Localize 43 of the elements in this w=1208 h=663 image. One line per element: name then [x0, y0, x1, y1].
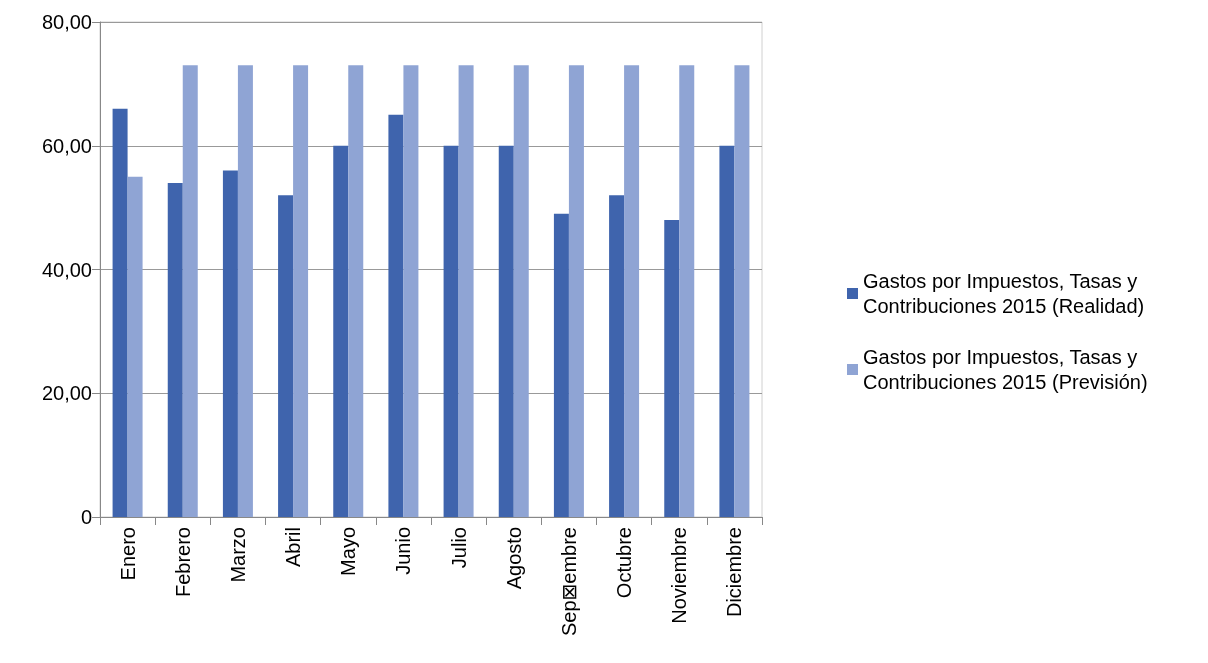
y-tick-label: 40,00 [41, 258, 92, 281]
x-tick-label: Sep⊠embre [557, 527, 580, 637]
bar [624, 65, 640, 517]
bar [568, 65, 584, 517]
bar [609, 195, 625, 517]
bar [167, 182, 183, 517]
bar [278, 195, 294, 517]
bar [403, 65, 419, 517]
x-tick-label: Abril [282, 527, 305, 568]
x-tick-label: Octubre [613, 527, 636, 599]
x-tick-label: Noviembre [668, 527, 691, 624]
x-tick-label: Julio [447, 527, 470, 569]
x-tick-label: Marzo [226, 527, 249, 583]
bar [679, 65, 695, 517]
bar [293, 65, 309, 517]
x-tick-label: Diciembre [723, 527, 746, 618]
bar [664, 220, 680, 517]
y-tick-label: 0 [80, 506, 92, 528]
bar [734, 65, 750, 517]
bar [513, 65, 529, 517]
x-tick-label: Mayo [337, 527, 360, 576]
legend-label: Gastos por Impuestos, Tasas y Contribuciones 2015 (Previsión) [863, 346, 1148, 393]
bar [553, 213, 569, 517]
x-tick-label: Febrero [171, 527, 194, 598]
bar [182, 65, 198, 517]
y-tick-label: 20,00 [41, 382, 92, 405]
bar [719, 145, 735, 517]
bar [127, 176, 143, 517]
x-tick-label: Enero [116, 527, 139, 581]
bar [348, 65, 364, 517]
legend-label: Gastos por Impuestos, Tasas y Contribuciones 2015 (Realidad) [863, 270, 1145, 317]
y-tick-label: 60,00 [41, 134, 92, 157]
x-tick-label: Junio [392, 527, 415, 575]
y-tick-label: 80,00 [41, 11, 92, 33]
bar [458, 65, 474, 517]
bar [112, 108, 128, 517]
bar [222, 170, 238, 517]
bar [388, 114, 404, 517]
bar [443, 145, 459, 517]
x-tick-label: Agosto [502, 527, 525, 590]
bar [498, 145, 514, 517]
bar [333, 145, 349, 517]
bar [237, 65, 253, 517]
